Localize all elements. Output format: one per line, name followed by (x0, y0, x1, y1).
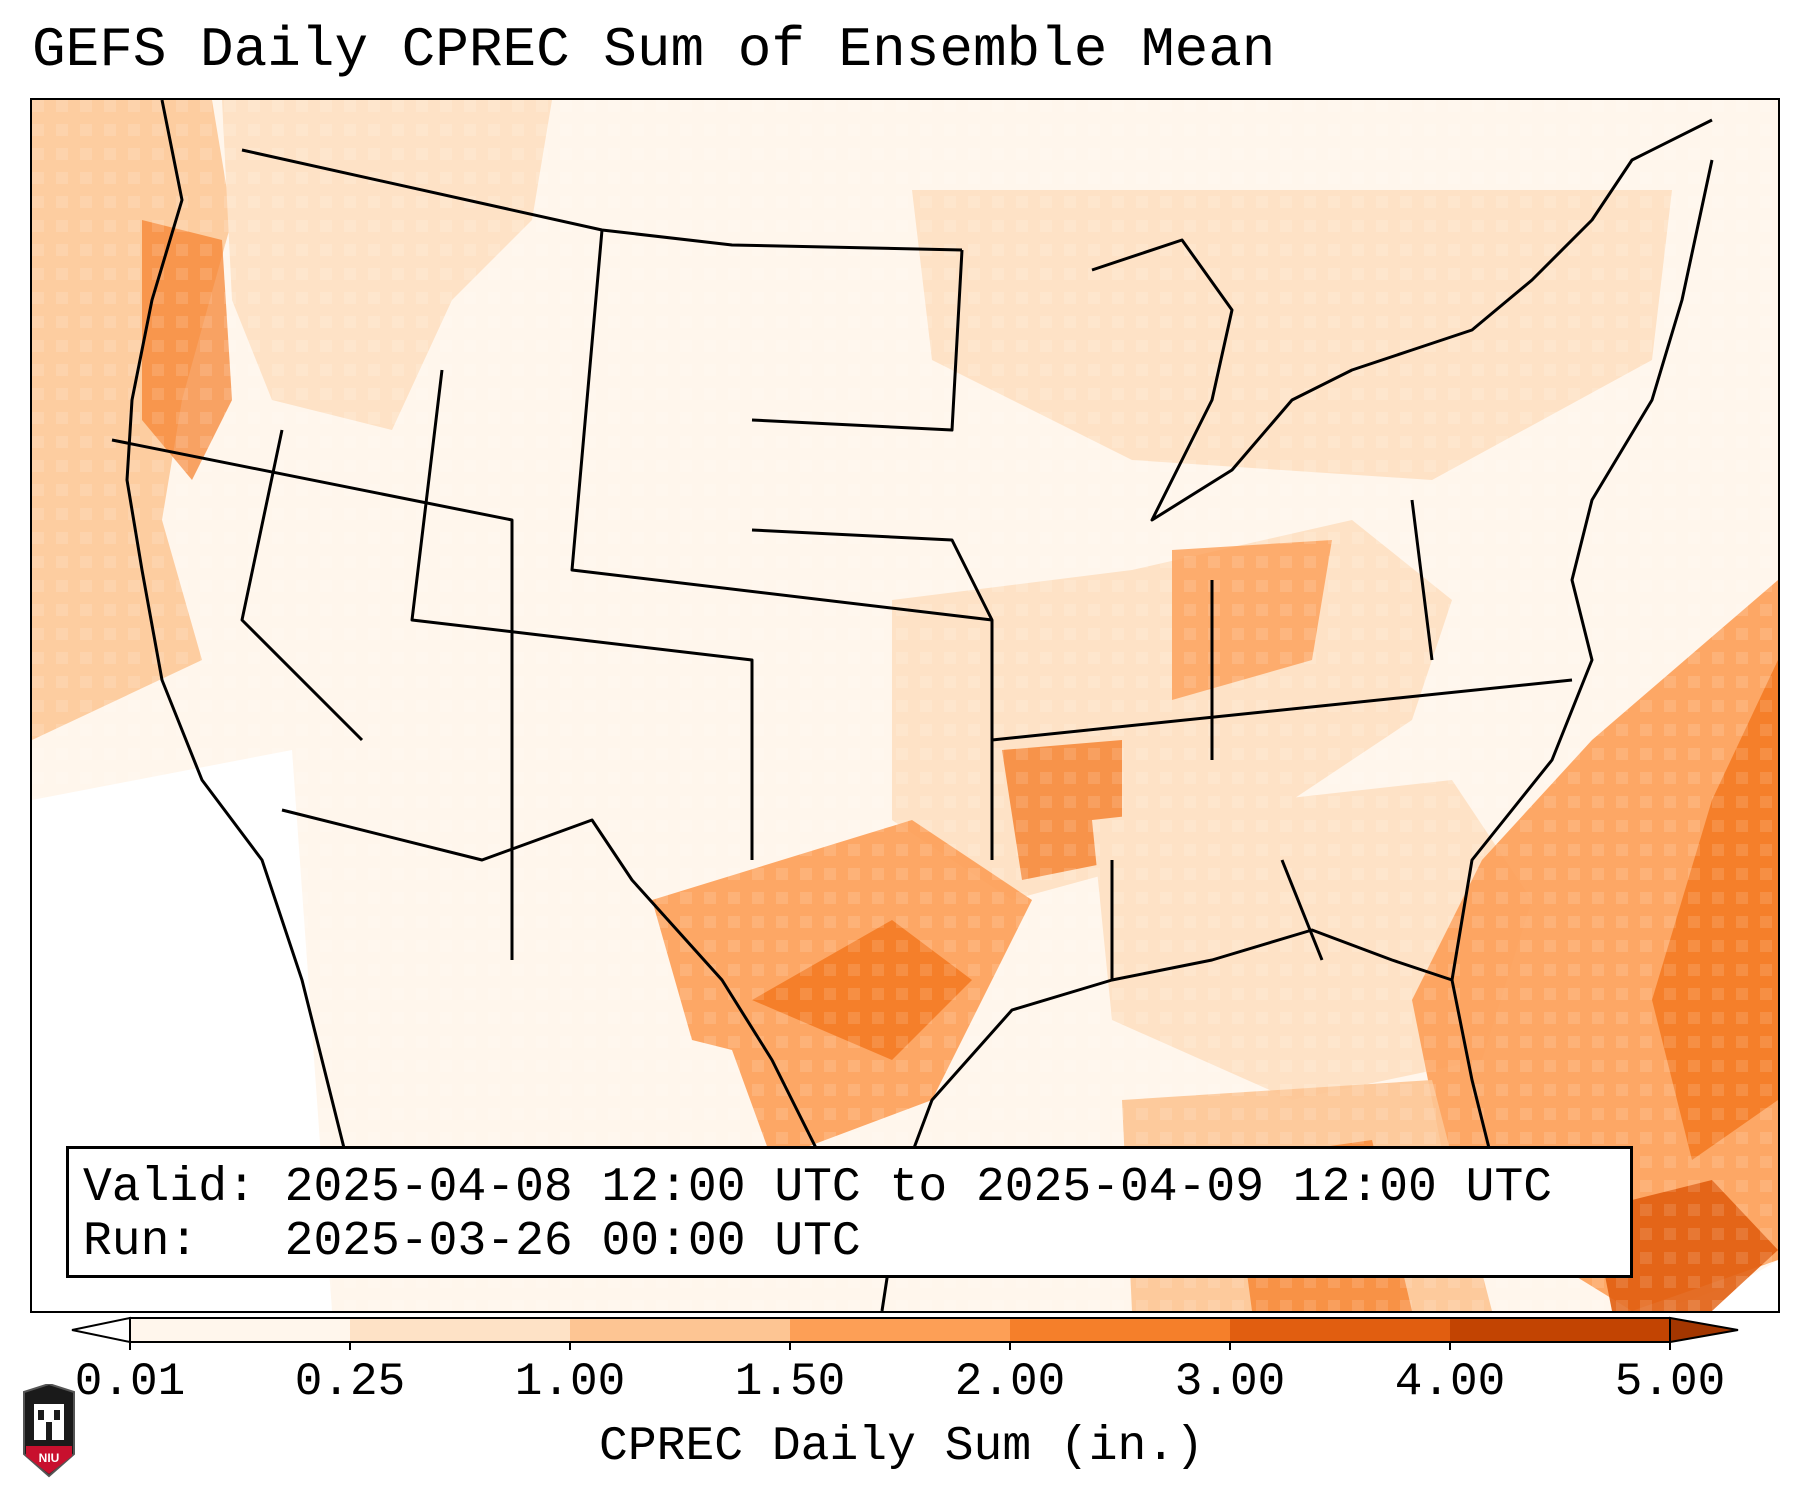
mexico-border (281, 808, 834, 1181)
colorbar-segment-4 (1010, 1318, 1230, 1342)
logo-text: NIU (39, 1451, 60, 1465)
university-logo-icon: NIU (23, 1384, 75, 1478)
state-line-4 (751, 249, 964, 432)
colorbar-under-arrow (71, 1316, 131, 1344)
colorbar-over-arrow (1669, 1316, 1739, 1344)
colorbar-segment-6 (1450, 1318, 1670, 1342)
colorbar-tick-label: 0.25 (294, 1356, 406, 1408)
run-label: Run: (83, 1215, 199, 1269)
map-title: GEFS Daily CPREC Sum of Ensemble Mean (32, 18, 1276, 82)
state-line-3 (570, 229, 993, 622)
run-value: 2025-03-26 00:00 UTC (284, 1215, 861, 1269)
colorbar-tick-label: 0.01 (74, 1356, 186, 1408)
colorbar-tick-label: 1.00 (514, 1356, 626, 1408)
great-lakes-shore (1091, 118, 1713, 522)
valid-value: 2025-04-08 12:00 UTC to 2025-04-09 12:00… (284, 1161, 1553, 1215)
state-line-2 (410, 369, 754, 860)
west-coast (125, 100, 354, 1181)
pixel-texture (32, 100, 1778, 1311)
colorbar-tick-label: 2.00 (954, 1356, 1066, 1408)
colorbar-segment-5 (1230, 1318, 1450, 1342)
colorbar-segment-0 (130, 1318, 350, 1342)
colorbar-outline (129, 1317, 1671, 1343)
state-line-1 (111, 438, 514, 960)
colorbar (71, 1316, 1739, 1350)
colorbar-tick-label: 5.00 (1614, 1356, 1726, 1408)
state-line-11 (240, 429, 364, 742)
colorbar-tick-label: 3.00 (1174, 1356, 1286, 1408)
canada-border (241, 148, 963, 252)
state-line-10 (1410, 499, 1434, 661)
colorbar-tick-label: 4.00 (1394, 1356, 1506, 1408)
state-line-8 (1280, 859, 1324, 961)
colorbar-segment-1 (350, 1318, 570, 1342)
state-line-6 (991, 678, 1573, 742)
colorbar-tick-label: 1.50 (734, 1356, 846, 1408)
precip-map (30, 98, 1780, 1313)
valid-label: Valid: (83, 1161, 256, 1215)
east-coast (1450, 159, 1714, 1161)
validity-info-box: Valid: 2025-04-08 12:00 UTC to 2025-04-0… (66, 1146, 1633, 1278)
colorbar-segment-3 (790, 1318, 1010, 1342)
colorbar-segment-2 (570, 1318, 790, 1342)
colorbar-label: CPREC Daily Sum (in.) (599, 1420, 1204, 1474)
